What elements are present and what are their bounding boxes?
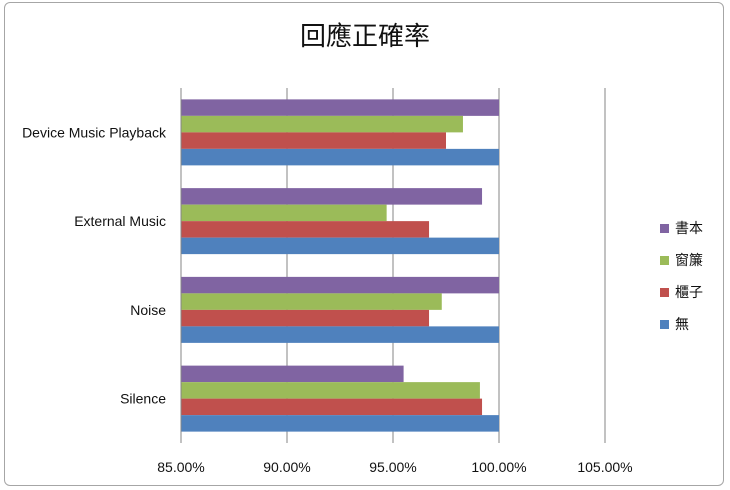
- legend-label: 無: [675, 317, 689, 333]
- bar: [181, 99, 499, 116]
- bar: [181, 188, 483, 205]
- x-tick-label: 85.00%: [157, 459, 204, 475]
- category-label: External Music: [74, 213, 166, 229]
- bars-layer: [181, 99, 499, 432]
- legend-label: 窗簾: [675, 252, 703, 269]
- x-tick-label: 95.00%: [369, 459, 416, 475]
- axis-layer: 85.00% 90.00% 95.00% 100.00% 105.00% Device M…: [22, 88, 633, 475]
- bar: [181, 415, 499, 432]
- legend-swatch: [660, 224, 669, 233]
- bar: [181, 115, 463, 133]
- legend-label: 櫃子: [675, 285, 703, 301]
- legend-label: 書本: [675, 221, 703, 237]
- bar: [181, 204, 387, 222]
- x-tick-label: 100.00%: [471, 459, 526, 475]
- category-label: Noise: [130, 302, 166, 318]
- chart-title: 回應正確率: [299, 22, 430, 52]
- bar: [181, 132, 446, 149]
- legend-swatch: [660, 288, 669, 297]
- bar: [181, 309, 430, 327]
- bar: [181, 293, 442, 310]
- legend-swatch: [660, 256, 669, 265]
- x-tick-label: 90.00%: [263, 459, 310, 475]
- bar: [181, 398, 483, 416]
- bar: [181, 148, 499, 166]
- bar: [181, 276, 499, 294]
- x-tick-label: 105.00%: [577, 459, 632, 475]
- bar: [181, 365, 404, 383]
- legend-swatch: [660, 320, 669, 329]
- category-label: Silence: [120, 391, 166, 407]
- bar: [181, 237, 499, 255]
- bar: [181, 326, 499, 343]
- bar: [181, 221, 430, 238]
- bar: [181, 382, 480, 399]
- category-label: Device Music Playback: [22, 124, 167, 140]
